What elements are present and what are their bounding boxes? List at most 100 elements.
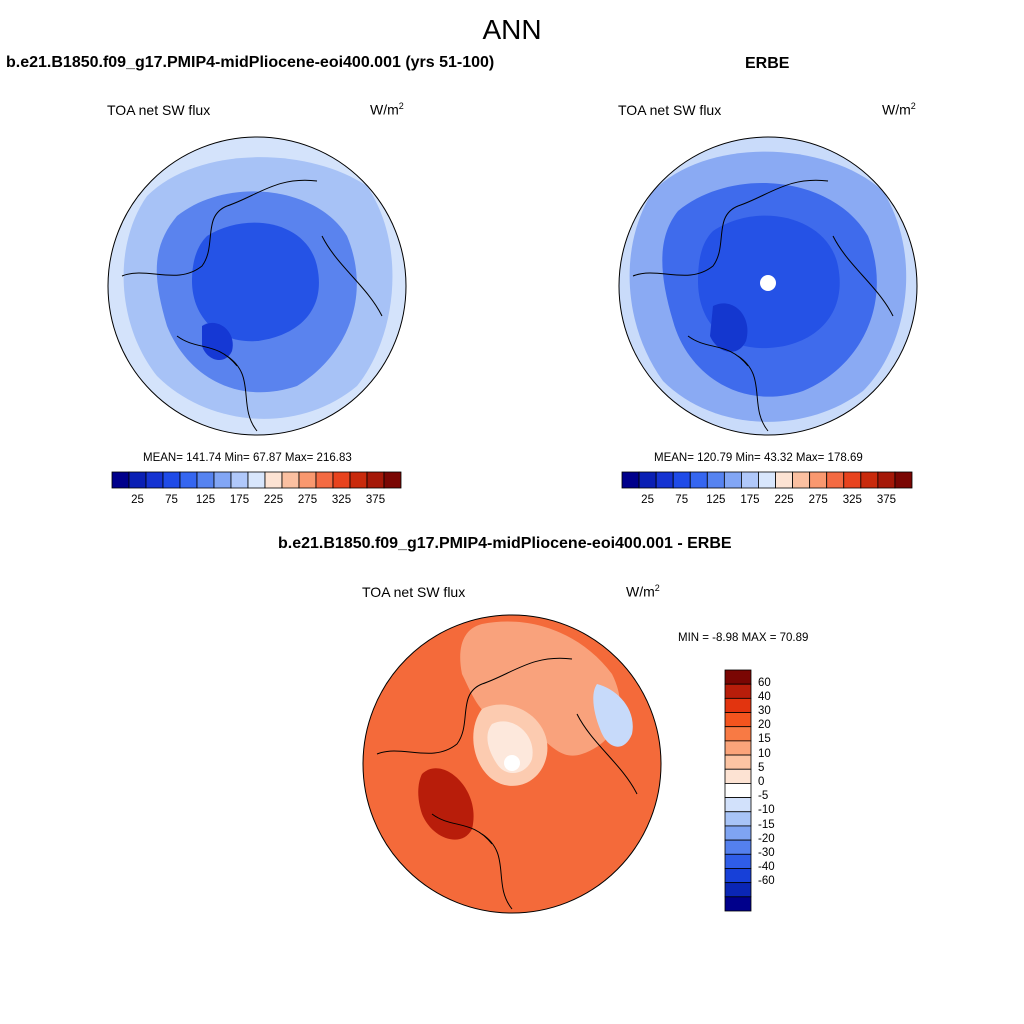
colorbar-swatch bbox=[724, 669, 752, 685]
colorbar-tick-label: 75 bbox=[675, 494, 689, 506]
panel-3-colorbar-ticks: 60 40 30 20 15 10 5 0 -5 -10 -15 -20 -30 -40 -60 bbox=[758, 670, 798, 911]
panel-2-unit-label: W/m2 bbox=[882, 101, 916, 118]
colorbar-tick-label: 0 bbox=[758, 776, 765, 788]
colorbar-swatch bbox=[383, 471, 402, 489]
colorbar-swatch bbox=[724, 839, 752, 855]
colorbar-swatch bbox=[758, 471, 776, 489]
map-fill-deep bbox=[710, 303, 748, 352]
colorbar-tick-label: 275 bbox=[297, 494, 318, 506]
panel-3-stats: MIN = -8.98 MAX = 70.89 bbox=[678, 632, 809, 644]
pole-hole bbox=[760, 275, 776, 291]
colorbar-tick-label: -10 bbox=[758, 804, 775, 817]
colorbar-tick-label: -60 bbox=[758, 875, 775, 888]
colorbar-tick-label: 125 bbox=[195, 494, 216, 506]
panel-2-colorbar-ticks: 25 75 125 175 225 275 325 375 bbox=[622, 494, 912, 510]
panel-2-variable-label: TOA net SW flux bbox=[618, 102, 722, 118]
panel-1-stats: MEAN= 141.74 Min= 67.87 Max= 216.83 bbox=[143, 452, 352, 464]
colorbar-swatch bbox=[826, 471, 845, 489]
panel-3-variable-label: TOA net SW flux bbox=[362, 584, 466, 600]
colorbar-swatch bbox=[196, 471, 215, 489]
colorbar-tick-label: 375 bbox=[876, 494, 896, 506]
colorbar-tick-label: 225 bbox=[774, 494, 794, 506]
coastline bbox=[632, 179, 894, 432]
colorbar-swatch bbox=[111, 471, 130, 489]
panel-3-colorbar bbox=[724, 669, 752, 912]
panel-1-colorbar bbox=[111, 471, 402, 489]
panel-2-polar-map bbox=[618, 136, 918, 436]
panel-1-unit-label: W/m2 bbox=[370, 101, 404, 118]
figure-title: ANN bbox=[482, 14, 542, 45]
panel-2-stats: MEAN= 120.79 Min= 43.32 Max= 178.69 bbox=[654, 452, 863, 464]
colorbar-swatch bbox=[724, 783, 752, 798]
map-fill-deep bbox=[202, 322, 233, 361]
colorbar-swatch bbox=[672, 471, 691, 489]
panel-3-header: b.e21.B1850.f09_g17.PMIP4-midPliocene-eo… bbox=[278, 535, 732, 552]
colorbar-tick-label: -40 bbox=[758, 861, 775, 874]
colorbar-swatch bbox=[877, 471, 896, 489]
colorbar-swatch bbox=[860, 471, 879, 489]
panel-3-polar-map bbox=[362, 614, 662, 914]
colorbar-tick-label: -20 bbox=[758, 832, 775, 845]
colorbar-swatch bbox=[315, 471, 334, 489]
colorbar-swatch bbox=[128, 471, 147, 489]
colorbar-swatch bbox=[724, 726, 752, 742]
colorbar-tick-label: 25 bbox=[641, 494, 654, 506]
colorbar-swatch bbox=[724, 754, 752, 770]
colorbar-swatch bbox=[843, 471, 862, 489]
colorbar-tick-label: 325 bbox=[331, 494, 352, 506]
colorbar-swatch bbox=[775, 471, 793, 489]
map-fill-core bbox=[487, 721, 533, 774]
colorbar-swatch bbox=[724, 697, 752, 713]
colorbar-swatch bbox=[724, 797, 752, 813]
colorbar-swatch bbox=[281, 471, 300, 489]
colorbar-tick-label: 225 bbox=[263, 494, 284, 506]
colorbar-swatch bbox=[724, 882, 752, 898]
colorbar-swatch bbox=[792, 471, 811, 489]
colorbar-swatch bbox=[179, 471, 198, 489]
colorbar-tick-label: -30 bbox=[758, 846, 775, 859]
colorbar-tick-label: 25 bbox=[131, 494, 144, 506]
colorbar-swatch bbox=[621, 471, 640, 489]
panel-1-colorbar-ticks: 25 75 125 175 225 275 325 375 bbox=[112, 494, 401, 510]
colorbar-swatch bbox=[724, 811, 752, 827]
colorbar-tick-label: 40 bbox=[758, 690, 771, 703]
colorbar-swatch bbox=[724, 768, 752, 784]
panel-1-polar-map bbox=[107, 136, 407, 436]
colorbar-tick-label: 375 bbox=[365, 494, 386, 506]
colorbar-swatch bbox=[723, 471, 742, 489]
colorbar-swatch bbox=[724, 825, 752, 841]
colorbar-swatch bbox=[741, 471, 759, 489]
colorbar-tick-label: 75 bbox=[165, 494, 178, 506]
colorbar-tick-label: 20 bbox=[758, 719, 771, 732]
colorbar-swatch bbox=[724, 853, 752, 869]
colorbar-swatch bbox=[724, 740, 752, 756]
colorbar-tick-label: -15 bbox=[758, 818, 775, 831]
colorbar-swatch bbox=[724, 683, 752, 699]
colorbar-swatch bbox=[689, 471, 708, 489]
colorbar-tick-label: 175 bbox=[229, 494, 250, 506]
panel-2-header: ERBE bbox=[745, 55, 790, 72]
colorbar-swatch bbox=[655, 471, 674, 489]
panel-2-colorbar bbox=[621, 471, 913, 489]
colorbar-swatch bbox=[809, 471, 828, 489]
colorbar-swatch bbox=[349, 471, 368, 489]
colorbar-tick-label: 175 bbox=[740, 494, 760, 506]
colorbar-tick-label: 30 bbox=[758, 705, 771, 718]
panel-1-header: b.e21.B1850.f09_g17.PMIP4-midPliocene-eo… bbox=[6, 54, 495, 71]
panel-3-unit-label: W/m2 bbox=[626, 583, 660, 600]
colorbar-tick-label: -5 bbox=[758, 790, 769, 803]
colorbar-swatch bbox=[638, 471, 657, 489]
colorbar-swatch bbox=[724, 712, 752, 728]
panel-1-variable-label: TOA net SW flux bbox=[107, 102, 211, 118]
colorbar-tick-label: 125 bbox=[706, 494, 726, 506]
colorbar-swatch bbox=[894, 471, 913, 489]
colorbar-swatch bbox=[706, 471, 725, 489]
colorbar-tick-label: 15 bbox=[758, 733, 771, 746]
colorbar-swatch bbox=[724, 896, 752, 912]
map-fill-core bbox=[192, 222, 319, 342]
map-fill-deep bbox=[418, 768, 474, 840]
colorbar-tick-label: 5 bbox=[758, 761, 765, 774]
colorbar-swatch bbox=[264, 471, 283, 489]
colorbar-tick-label: 60 bbox=[758, 676, 771, 689]
colorbar-tick-label: 325 bbox=[842, 494, 862, 506]
